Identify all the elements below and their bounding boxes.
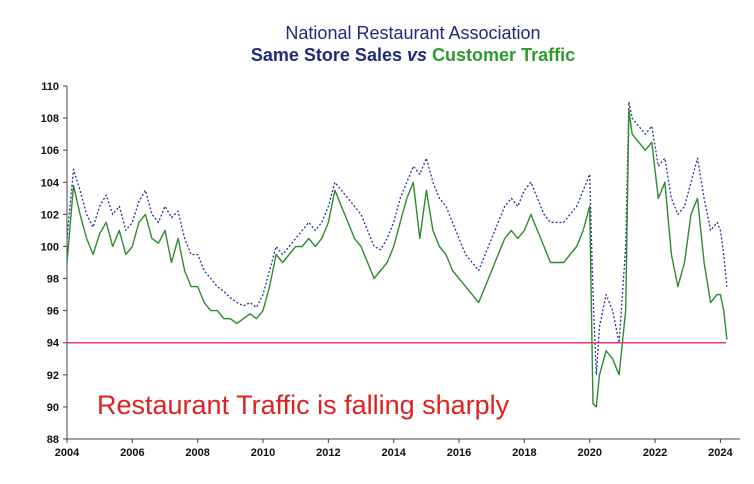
y-tick-label: 98 (47, 274, 59, 286)
x-tick-label: 2024 (708, 447, 733, 459)
y-tick-label: 102 (41, 209, 59, 221)
x-tick-label: 2016 (447, 447, 471, 459)
y-tick-label: 92 (47, 370, 59, 382)
x-tick-label: 2008 (185, 447, 209, 459)
y-tick-label: 104 (41, 177, 60, 189)
series-line-traffic (66, 109, 728, 408)
y-tick-label: 100 (41, 241, 59, 253)
y-tick-label: 106 (41, 145, 59, 157)
x-tick-label: 2020 (577, 447, 601, 459)
axes: 88 90 92 94 96 98 100 102 104 106 108 110 2004 2006 20… (41, 81, 740, 459)
chart-title: National Restaurant Association (285, 23, 540, 43)
subtitle-sales: Same Store Sales (251, 45, 402, 65)
y-tick-label: 94 (47, 338, 60, 350)
overlay-group: Restaurant Traffic is falling sharply (67, 341, 726, 420)
series-group (66, 101, 728, 408)
x-tick-label: 2006 (120, 447, 144, 459)
chart-subtitle: Same Store Sales vs Customer Traffic (251, 45, 575, 65)
y-tick-label: 108 (41, 113, 59, 125)
y-tick-label: 110 (41, 81, 59, 93)
x-tick-label: 2022 (643, 447, 667, 459)
y-tick-label: 96 (47, 306, 59, 318)
y-tick-label: 88 (47, 434, 59, 446)
x-tick-label: 2004 (55, 447, 80, 459)
x-tick-label: 2010 (251, 447, 275, 459)
subtitle-vs: vs (407, 45, 427, 65)
x-tick-label: 2018 (512, 447, 536, 459)
x-tick-label: 2014 (381, 447, 406, 459)
subtitle-traffic: Customer Traffic (432, 45, 575, 65)
x-tick-label: 2012 (316, 447, 340, 459)
y-tick-label: 90 (47, 402, 59, 414)
annotation-text: Restaurant Traffic is falling sharply (97, 390, 510, 420)
